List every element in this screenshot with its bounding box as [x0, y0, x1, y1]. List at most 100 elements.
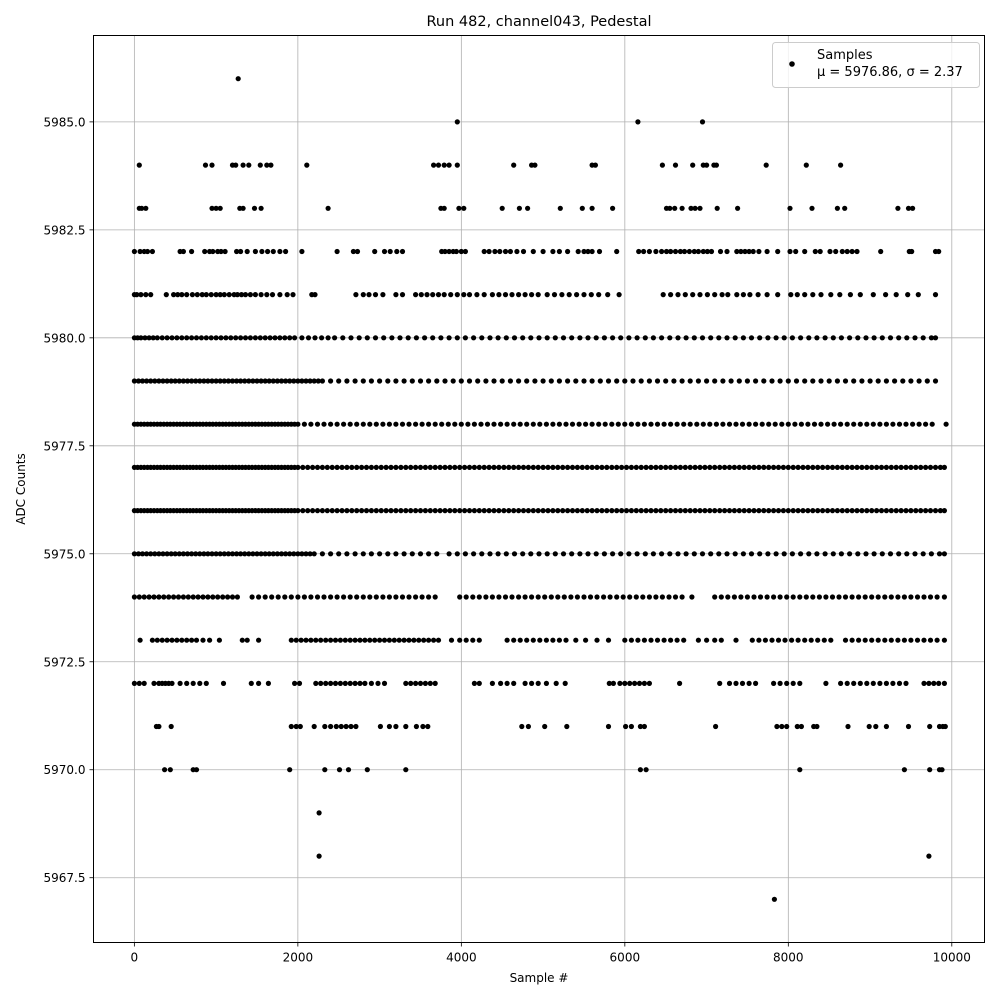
data-point	[640, 594, 646, 600]
data-point	[908, 464, 914, 470]
data-point	[623, 723, 629, 730]
data-point	[524, 378, 530, 384]
data-point	[359, 508, 365, 514]
data-point	[857, 292, 863, 298]
data-point	[733, 680, 739, 687]
data-point	[396, 637, 402, 643]
data-point	[619, 464, 625, 470]
data-point	[354, 508, 360, 514]
y-axis-label: ADC Counts	[14, 453, 28, 525]
data-point	[239, 637, 245, 643]
data-point	[809, 205, 815, 211]
data-point	[622, 421, 628, 427]
data-point	[636, 248, 642, 255]
data-point	[765, 551, 771, 557]
data-point	[937, 508, 944, 514]
data-point	[936, 680, 942, 687]
data-point	[209, 551, 215, 557]
data-point	[426, 637, 432, 643]
data-point	[553, 680, 559, 687]
data-point	[875, 594, 881, 600]
data-point	[363, 464, 370, 470]
data-point	[360, 421, 366, 427]
data-point	[328, 551, 334, 557]
data-point	[575, 248, 581, 255]
data-point	[506, 464, 512, 470]
data-point	[677, 680, 683, 687]
data-point	[377, 723, 383, 730]
data-point	[442, 464, 448, 470]
data-point	[442, 508, 448, 514]
data-point	[878, 508, 885, 514]
legend: Samples μ = 5976.86, σ = 2.37	[772, 42, 980, 88]
data-point	[628, 464, 635, 470]
data-point	[659, 551, 665, 557]
data-point	[903, 421, 909, 427]
data-point	[242, 378, 248, 384]
data-point	[441, 205, 447, 211]
data-point	[364, 767, 370, 773]
data-point	[352, 680, 358, 687]
data-point	[772, 421, 778, 427]
data-point	[726, 421, 733, 427]
data-point	[401, 551, 407, 557]
data-point	[632, 680, 638, 687]
data-point	[292, 680, 298, 687]
data-point	[863, 335, 869, 341]
data-point	[775, 248, 781, 255]
data-point	[495, 551, 501, 557]
data-point	[193, 637, 200, 643]
data-point	[221, 292, 227, 298]
data-point	[478, 421, 484, 427]
data-point	[682, 292, 688, 298]
data-point	[888, 637, 894, 643]
data-point	[401, 637, 407, 643]
data-point	[492, 248, 498, 255]
data-point	[550, 637, 556, 643]
data-point	[874, 464, 880, 470]
data-point	[288, 637, 294, 643]
data-point	[672, 248, 679, 255]
data-point	[576, 421, 582, 427]
data-point	[476, 680, 482, 687]
data-point	[256, 594, 262, 600]
data-point	[638, 464, 644, 470]
data-point	[663, 508, 669, 514]
data-point	[551, 292, 558, 298]
data-point	[615, 421, 621, 427]
data-point	[296, 680, 303, 687]
data-point	[756, 637, 762, 643]
data-point	[439, 421, 445, 427]
data-point	[411, 637, 417, 643]
data-point	[659, 248, 665, 255]
data-point	[581, 594, 587, 600]
data-point	[736, 464, 742, 470]
data-point	[635, 637, 641, 643]
data-point	[417, 680, 424, 687]
data-point	[677, 508, 684, 514]
data-point	[900, 378, 906, 384]
data-point	[610, 680, 617, 687]
data-point	[753, 378, 759, 384]
data-point	[816, 594, 823, 600]
data-point	[413, 421, 419, 427]
data-point	[143, 205, 149, 211]
data-point	[357, 637, 363, 643]
data-point	[197, 680, 203, 687]
x-tick-label: 4000	[446, 951, 477, 965]
data-point	[529, 594, 535, 600]
data-point	[517, 637, 523, 643]
data-point	[733, 421, 739, 427]
data-point	[626, 335, 632, 341]
data-point	[658, 508, 664, 514]
data-point	[614, 378, 620, 384]
data-point	[166, 594, 172, 600]
data-point	[476, 594, 482, 600]
data-point	[890, 680, 896, 687]
data-point	[927, 767, 933, 773]
data-point	[520, 248, 527, 255]
data-point	[802, 248, 808, 255]
data-point	[545, 508, 551, 514]
data-point	[403, 464, 409, 470]
